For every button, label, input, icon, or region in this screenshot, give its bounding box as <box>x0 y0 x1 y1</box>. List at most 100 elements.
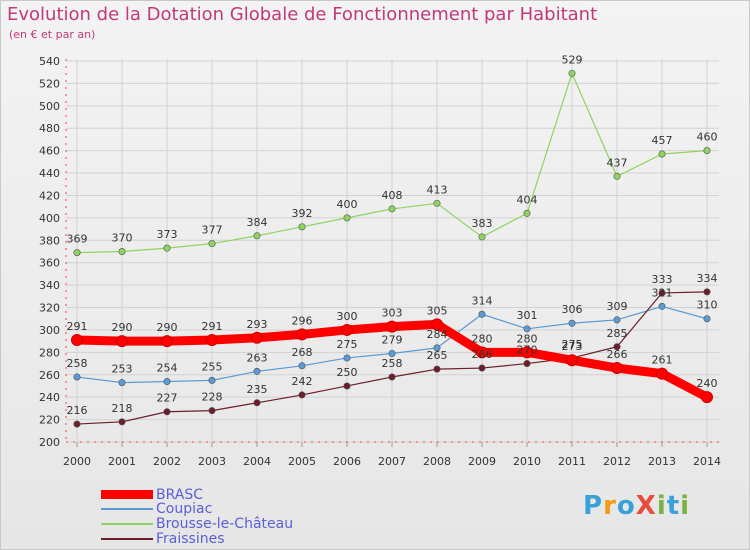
data-point <box>208 376 216 384</box>
y-tick-label: 220 <box>39 414 60 427</box>
data-point <box>343 382 351 390</box>
data-label: 301 <box>517 309 538 322</box>
data-label: 305 <box>427 304 448 317</box>
data-label: 303 <box>382 307 403 320</box>
data-label: 392 <box>292 207 313 220</box>
data-label: 235 <box>247 383 268 396</box>
legend-item-coupiac: Coupiac <box>101 500 213 517</box>
data-point <box>478 310 486 318</box>
legend-swatch-brasc <box>101 490 153 499</box>
data-point <box>298 391 306 399</box>
data-label: 228 <box>202 391 223 404</box>
data-point <box>433 365 441 373</box>
data-label: 529 <box>562 53 583 66</box>
data-point <box>386 320 398 333</box>
y-tick-label: 440 <box>39 167 60 180</box>
data-label: 457 <box>652 134 673 147</box>
data-point <box>71 334 83 347</box>
data-point <box>118 248 126 256</box>
data-label: 370 <box>112 232 133 245</box>
data-label: 400 <box>337 198 358 211</box>
data-label: 270 <box>517 344 538 357</box>
data-label: 284 <box>427 328 448 341</box>
legend-label-coupiac: Coupiac <box>156 500 213 517</box>
data-label: 227 <box>157 392 178 405</box>
data-label: 384 <box>247 216 268 229</box>
data-label: 275 <box>337 338 358 351</box>
data-label: 413 <box>427 183 448 196</box>
proxiti-logo: ProXiti <box>583 491 691 521</box>
data-label: 314 <box>472 294 493 307</box>
data-point <box>568 319 576 327</box>
data-point <box>163 408 171 416</box>
data-point <box>703 288 711 296</box>
data-label: 240 <box>697 377 718 390</box>
x-tick-label: 2005 <box>288 455 316 468</box>
y-tick-label: 460 <box>39 145 60 158</box>
data-label: 291 <box>202 320 223 333</box>
y-tick-label: 260 <box>39 369 60 382</box>
data-label: 254 <box>157 361 178 374</box>
data-point <box>208 240 216 248</box>
data-label: 218 <box>112 402 133 415</box>
legend-label-fraissines: Fraissines <box>156 530 225 547</box>
legend-label-brousse: Brousse-le-Château <box>156 515 294 532</box>
x-tick-label: 2010 <box>513 455 541 468</box>
x-tick-label: 2000 <box>63 455 91 468</box>
legend-item-brousse: Brousse-le-Château <box>101 515 294 532</box>
data-label: 285 <box>607 327 628 340</box>
y-tick-label: 480 <box>39 122 60 135</box>
data-label: 306 <box>562 303 583 316</box>
data-label: 279 <box>382 333 403 346</box>
y-tick-label: 280 <box>39 346 60 359</box>
data-label: 309 <box>607 300 628 313</box>
x-tick-label: 2002 <box>153 455 181 468</box>
data-label: 369 <box>67 233 88 246</box>
data-point <box>613 172 621 180</box>
data-point <box>658 289 666 297</box>
data-point <box>163 377 171 385</box>
data-point <box>298 362 306 370</box>
data-label: 404 <box>517 193 538 206</box>
x-tick-label: 2011 <box>558 455 586 468</box>
y-tick-label: 420 <box>39 189 60 202</box>
data-point <box>568 69 576 77</box>
data-label: 253 <box>112 363 133 376</box>
data-point <box>253 399 261 407</box>
x-tick-label: 2009 <box>468 455 496 468</box>
data-point <box>476 346 488 359</box>
data-label: 437 <box>607 156 628 169</box>
data-label: 266 <box>607 348 628 361</box>
data-label: 383 <box>472 217 493 230</box>
data-label: 255 <box>202 360 223 373</box>
data-point <box>206 334 218 347</box>
chart-title: Evolution de la Dotation Globale de Fonc… <box>7 4 598 25</box>
data-label: 261 <box>652 354 673 367</box>
data-point <box>478 233 486 241</box>
data-point <box>478 364 486 372</box>
data-point <box>118 418 126 426</box>
data-label: 310 <box>697 299 718 312</box>
data-point <box>701 391 713 404</box>
data-point <box>523 360 531 368</box>
x-tick-label: 2006 <box>333 455 361 468</box>
data-point <box>703 147 711 155</box>
x-tick-label: 2014 <box>693 455 721 468</box>
data-point <box>613 316 621 324</box>
y-tick-label: 300 <box>39 324 60 337</box>
data-point <box>73 420 81 428</box>
data-point <box>118 379 126 387</box>
data-label: 293 <box>247 318 268 331</box>
data-label: 273 <box>562 340 583 353</box>
data-label: 263 <box>247 351 268 364</box>
data-point <box>658 150 666 158</box>
legend-swatch-coupiac <box>101 507 153 510</box>
data-label: 266 <box>472 348 493 361</box>
data-point <box>613 343 621 351</box>
data-point <box>566 354 578 367</box>
data-point <box>433 344 441 352</box>
x-tick-label: 2003 <box>198 455 226 468</box>
data-label: 280 <box>517 332 538 345</box>
data-label: 280 <box>472 332 493 345</box>
data-point <box>523 209 531 217</box>
